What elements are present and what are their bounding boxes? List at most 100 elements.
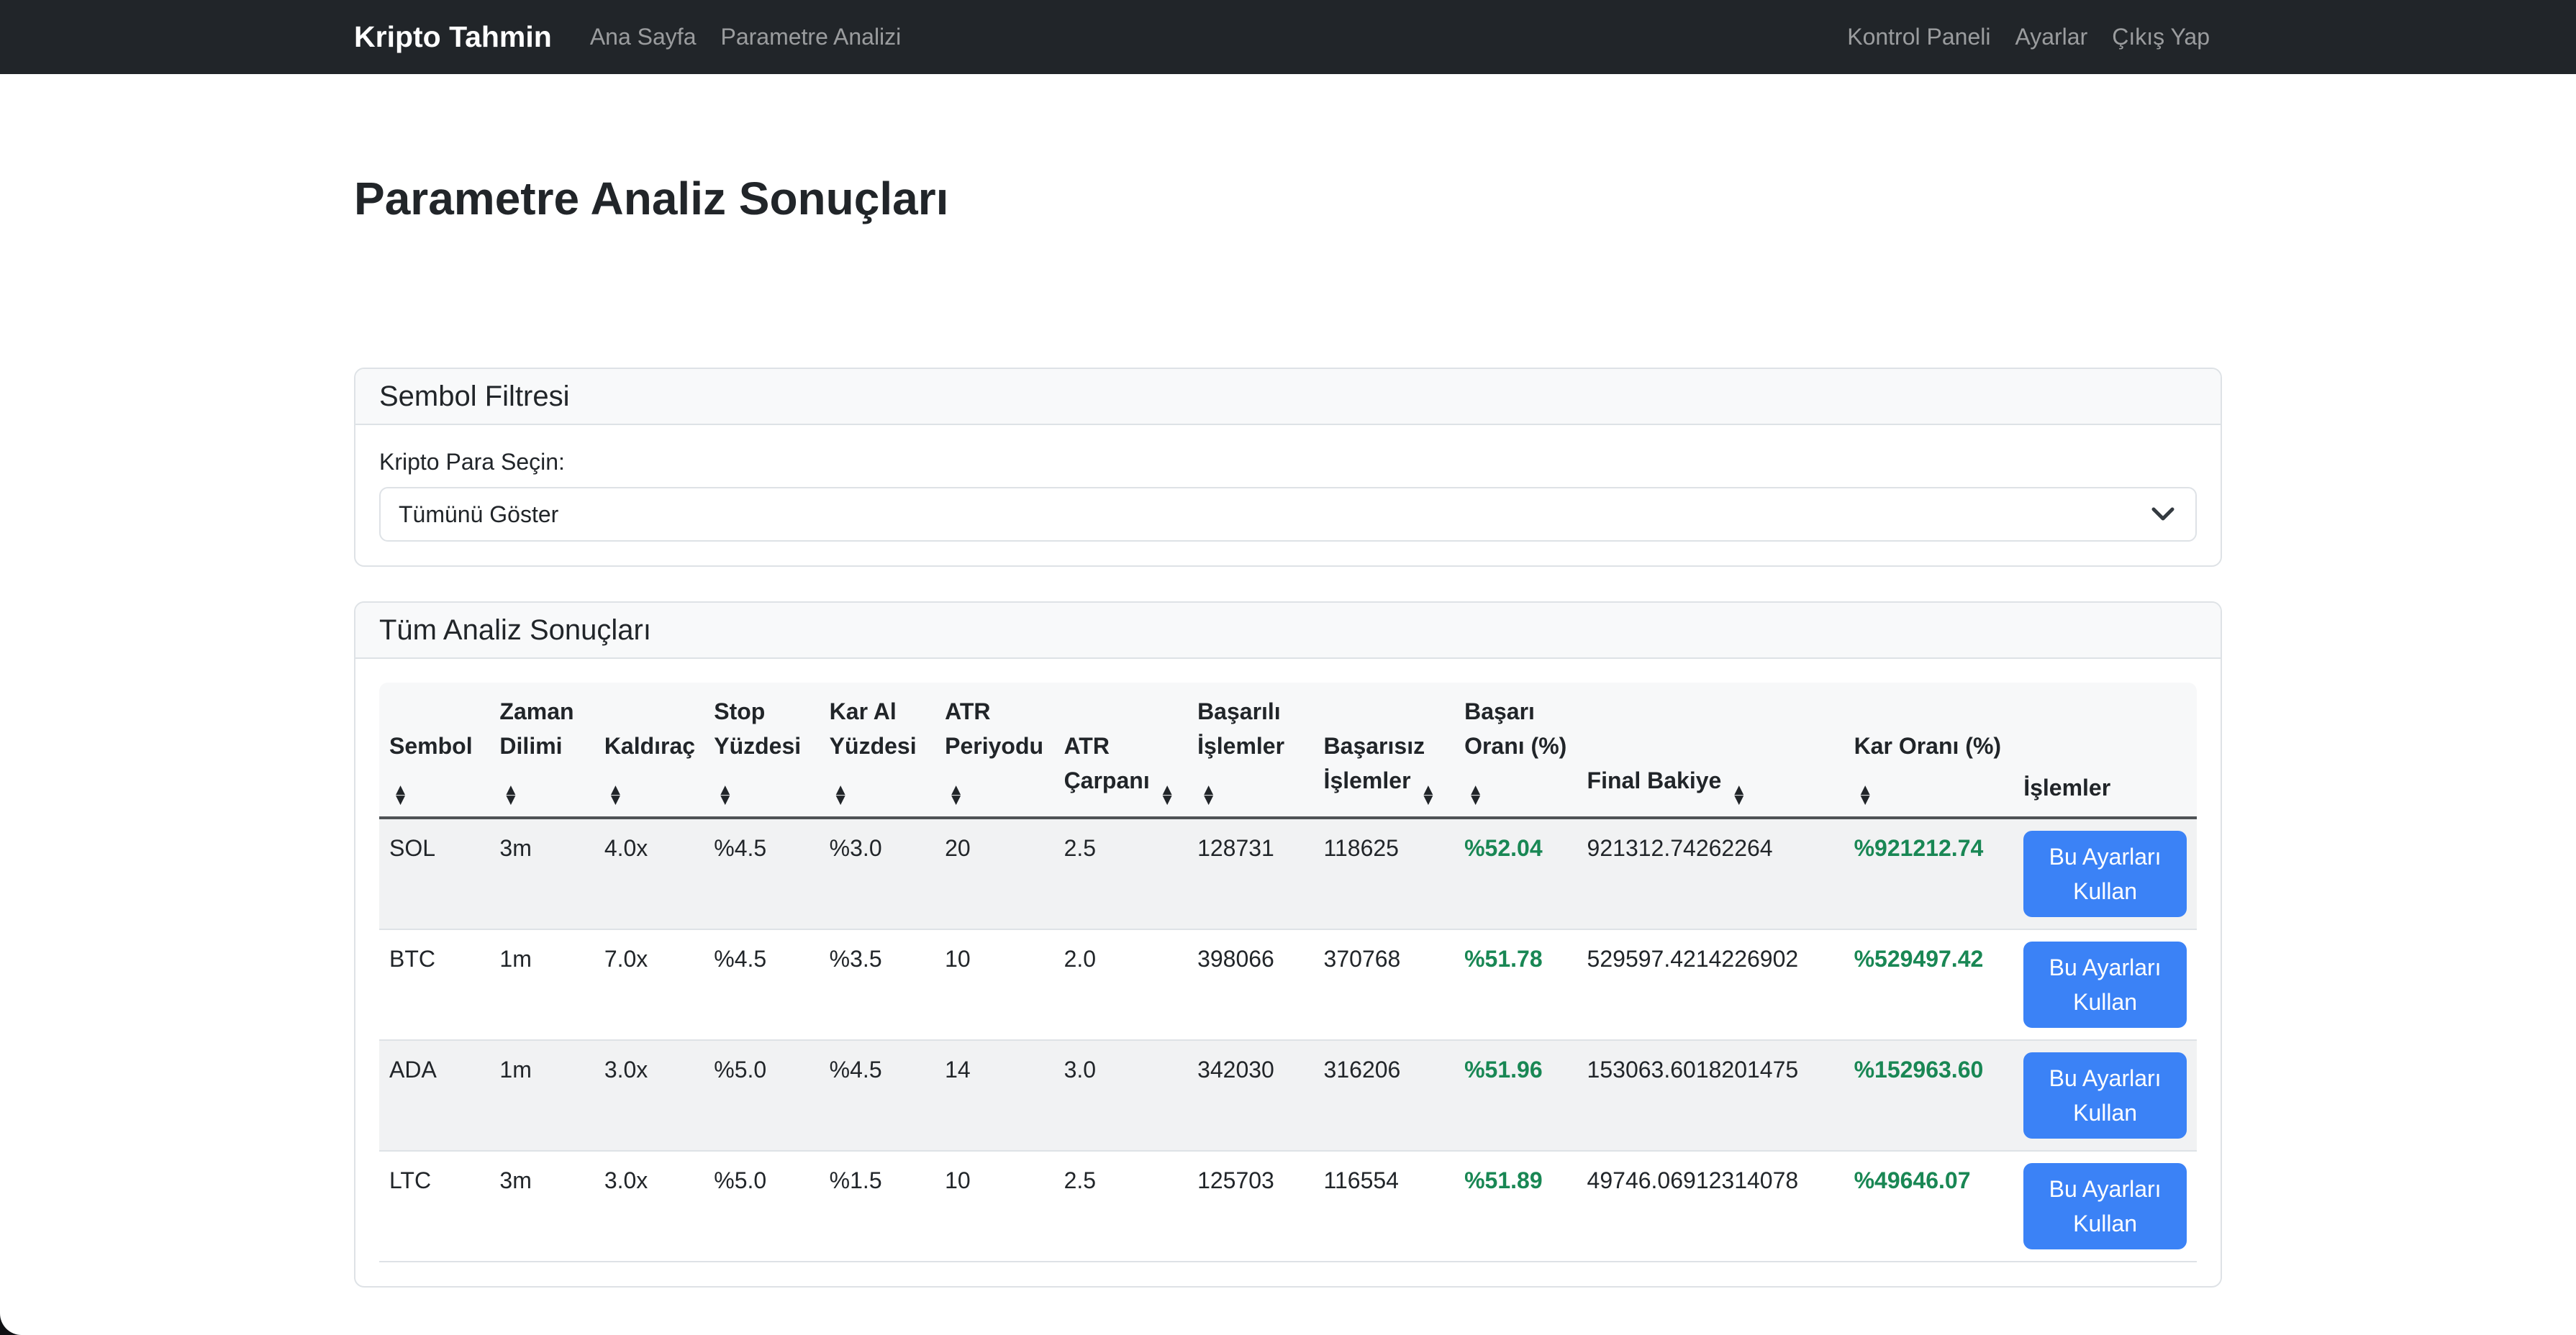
cell-actions: Bu Ayarları Kullan (2013, 930, 2197, 1042)
cell-profit_rate: %529497.42 (1843, 930, 2014, 1042)
column-header-11[interactable]: Kar Oranı (%) ▲ ▼ (1843, 683, 2014, 820)
results-table: Sembol ▲ ▼ Zaman Dilimi ▲ ▼ Kaldıraç ▲ ▼ Stop … (379, 683, 2197, 1263)
navbar-left-links: Ana Sayfa Parametre Analizi (578, 24, 913, 50)
sort-icon: ▲ ▼ (1734, 783, 1744, 807)
cell-losses: 316206 (1313, 1041, 1455, 1152)
nav-link-ayarlar[interactable]: Ayarlar (2015, 24, 2088, 50)
sort-icon: ▲ ▼ (610, 783, 620, 807)
column-header-5[interactable]: ATR Periyodu ▲ ▼ (935, 683, 1054, 820)
use-settings-button[interactable]: Bu Ayarları Kullan (2023, 942, 2187, 1029)
cell-final_balance: 153063.6018201475 (1577, 1041, 1844, 1152)
use-settings-button[interactable]: Bu Ayarları Kullan (2023, 1163, 2187, 1250)
table-row: BTC 1m 7.0x %4.5 %3.5 10 2.0 398066 370768 %51.78… (379, 930, 2197, 1042)
column-header-4[interactable]: Kar Al Yüzdesi ▲ ▼ (819, 683, 935, 820)
table-row: ADA 1m 3.0x %5.0 %4.5 14 3.0 342030 316206 %51.96… (379, 1041, 2197, 1152)
sort-icon: ▲ ▼ (396, 783, 406, 807)
use-settings-button[interactable]: Bu Ayarları Kullan (2023, 831, 2187, 918)
cell-win_rate: %51.89 (1454, 1152, 1577, 1263)
column-header-label: Kar Al Yüzdesi (829, 698, 917, 759)
cell-win_rate: %51.78 (1454, 930, 1577, 1042)
column-header-label: ATR Periyodu (945, 698, 1044, 759)
nav-link-ana-sayfa[interactable]: Ana Sayfa (589, 24, 697, 50)
results-card: Tüm Analiz Sonuçları Sembol ▲ ▼ Zaman Dili… (354, 601, 2222, 1288)
cell-losses: 116554 (1313, 1152, 1455, 1263)
cell-take_profit_pct: %3.5 (819, 930, 935, 1042)
column-header-label: Stop Yüzdesi (714, 698, 802, 759)
column-header-10[interactable]: Final Bakiye ▲ ▼ (1577, 683, 1844, 820)
cell-win_rate: %52.04 (1454, 819, 1577, 931)
sort-icon: ▲ ▼ (1471, 783, 1481, 807)
cell-profit_rate: %152963.60 (1843, 1041, 2014, 1152)
column-header-1[interactable]: Zaman Dilimi ▲ ▼ (489, 683, 594, 820)
use-settings-button[interactable]: Bu Ayarları Kullan (2023, 1052, 2187, 1139)
column-header-label: Zaman Dilimi (499, 698, 574, 759)
cell-actions: Bu Ayarları Kullan (2013, 1152, 2197, 1263)
symbol-filter-select[interactable]: Tümünü Göster (379, 487, 2197, 542)
sort-icon: ▲ ▼ (951, 783, 961, 807)
cell-symbol: ADA (379, 1041, 490, 1152)
sort-icon: ▲ ▼ (1204, 783, 1214, 807)
column-header-label: Sembol (389, 733, 473, 759)
cell-atr_period: 20 (935, 819, 1054, 931)
sort-icon: ▲ ▼ (1162, 783, 1172, 807)
cell-take_profit_pct: %4.5 (819, 1041, 935, 1152)
column-header-label: Final Bakiye (1587, 767, 1722, 793)
sort-icon: ▲ ▼ (835, 783, 845, 807)
column-header-label: Başarılı İşlemler (1197, 698, 1285, 759)
cell-timeframe: 3m (489, 819, 594, 931)
cell-atr_multiplier: 2.5 (1053, 1152, 1188, 1263)
cell-wins: 398066 (1187, 930, 1314, 1042)
column-header-0[interactable]: Sembol ▲ ▼ (379, 683, 490, 820)
cell-final_balance: 529597.4214226902 (1577, 930, 1844, 1042)
cell-final_balance: 49746.06912314078 (1577, 1152, 1844, 1263)
cell-actions: Bu Ayarları Kullan (2013, 819, 2197, 931)
cell-atr_multiplier: 3.0 (1053, 1041, 1188, 1152)
navbar-right-links: Kontrol Paneli Ayarlar Çıkış Yap (1835, 24, 2222, 50)
cell-stop_pct: %5.0 (704, 1152, 820, 1263)
cell-stop_pct: %4.5 (704, 930, 820, 1042)
cell-leverage: 7.0x (594, 930, 704, 1042)
symbol-filter-card: Sembol Filtresi Kripto Para Seçin: Tümün… (354, 368, 2222, 567)
sort-icon: ▲ ▼ (1860, 783, 1870, 807)
column-header-6[interactable]: ATR Çarpanı ▲ ▼ (1053, 683, 1188, 820)
cell-wins: 125703 (1187, 1152, 1314, 1263)
cell-final_balance: 921312.74262264 (1577, 819, 1844, 931)
table-row: SOL 3m 4.0x %4.5 %3.0 20 2.5 128731 118625 %52.04… (379, 819, 2197, 931)
sort-icon: ▲ ▼ (1423, 783, 1433, 807)
cell-leverage: 4.0x (594, 819, 704, 931)
cell-symbol: LTC (379, 1152, 490, 1263)
cell-wins: 342030 (1187, 1041, 1314, 1152)
cell-symbol: BTC (379, 930, 490, 1042)
table-header-row: Sembol ▲ ▼ Zaman Dilimi ▲ ▼ Kaldıraç ▲ ▼ Stop … (379, 683, 2197, 820)
cell-stop_pct: %4.5 (704, 819, 820, 931)
column-header-3[interactable]: Stop Yüzdesi ▲ ▼ (704, 683, 820, 820)
cell-actions: Bu Ayarları Kullan (2013, 1041, 2197, 1152)
column-header-label: Başarısız İşlemler (1323, 733, 1425, 793)
cell-atr_period: 10 (935, 1152, 1054, 1263)
nav-link-kontrol-paneli[interactable]: Kontrol Paneli (1847, 24, 1991, 50)
cell-leverage: 3.0x (594, 1152, 704, 1263)
column-header-7[interactable]: Başarılı İşlemler ▲ ▼ (1187, 683, 1314, 820)
column-header-8[interactable]: Başarısız İşlemler ▲ ▼ (1313, 683, 1455, 820)
cell-stop_pct: %5.0 (704, 1041, 820, 1152)
column-header-label: Başarı Oranı (%) (1464, 698, 1567, 759)
sort-icon: ▲ ▼ (506, 783, 516, 807)
cell-take_profit_pct: %3.0 (819, 819, 935, 931)
nav-link-cikis-yap[interactable]: Çıkış Yap (2112, 24, 2210, 50)
column-header-label: İşlemler (2023, 775, 2111, 801)
navbar: Kripto Tahmin Ana Sayfa Parametre Analiz… (0, 0, 2576, 74)
symbol-select-label: Kripto Para Seçin: (379, 449, 565, 475)
column-header-2[interactable]: Kaldıraç ▲ ▼ (594, 683, 704, 820)
cell-wins: 128731 (1187, 819, 1314, 931)
cell-take_profit_pct: %1.5 (819, 1152, 935, 1263)
filter-card-header: Sembol Filtresi (355, 369, 2221, 425)
column-header-9[interactable]: Başarı Oranı (%) ▲ ▼ (1454, 683, 1577, 820)
cell-timeframe: 1m (489, 930, 594, 1042)
cell-atr_multiplier: 2.0 (1053, 930, 1188, 1042)
cell-win_rate: %51.96 (1454, 1041, 1577, 1152)
column-header-12: İşlemler (2013, 683, 2197, 820)
sort-icon: ▲ ▼ (720, 783, 730, 807)
nav-link-parametre-analizi[interactable]: Parametre Analizi (720, 24, 902, 50)
brand-link[interactable]: Kripto Tahmin (354, 20, 552, 53)
cell-losses: 118625 (1313, 819, 1455, 931)
